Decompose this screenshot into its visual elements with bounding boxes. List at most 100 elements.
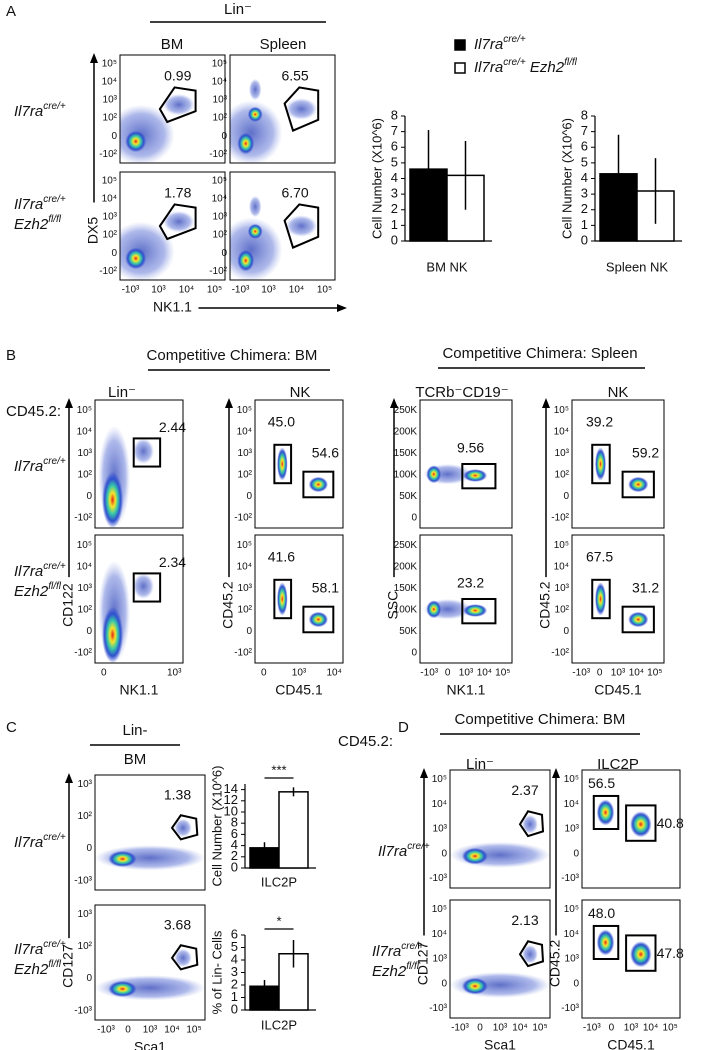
gate (518, 810, 545, 838)
density (247, 106, 263, 122)
gate-frequency: 3.68 (164, 916, 191, 932)
x-axis-label: NK1.1 (447, 682, 486, 698)
x-tick-label: 10⁴ (629, 668, 644, 679)
header: Competitive Chimera: BM (147, 347, 318, 364)
gate-frequency: 6.70 (281, 184, 308, 200)
plot-frame (229, 171, 336, 281)
y-tick-label: 10³ (213, 212, 228, 223)
column-title: Spleen (260, 36, 307, 53)
plot-frame (119, 54, 226, 164)
y-tick-label: 6 (231, 826, 238, 841)
y-tick-label: 10³ (78, 909, 93, 920)
y-tick-label: 50K (399, 626, 417, 637)
flow-plot (230, 78, 318, 163)
y-axis-label: CD122 (60, 583, 76, 627)
category-label: Spleen NK (606, 259, 668, 274)
superscript: cre/+ (43, 194, 66, 205)
superscript: cre/+ (43, 832, 66, 843)
label-part: Il7ra (14, 563, 43, 580)
y-tick-label: 10³ (433, 954, 448, 965)
y-tick-label: 14 (224, 781, 238, 796)
significance: *** (271, 762, 286, 777)
row-prefix: CD45.2: (338, 733, 393, 750)
y-tick-label: 10⁴ (212, 76, 227, 87)
y-axis-label: CD127 (415, 941, 431, 985)
bar (278, 791, 309, 869)
x-tick-label: -10³ (572, 668, 590, 679)
y-tick-label: 10² (78, 469, 93, 480)
label: Ezh2fl/fl (14, 581, 62, 600)
y-tick-label: 0 (573, 848, 579, 859)
y-tick-label: 100K (394, 469, 418, 480)
gate (592, 794, 620, 831)
panel-label: A (6, 3, 16, 20)
y-tick-label: 4 (391, 170, 398, 185)
density (174, 818, 192, 838)
y-tick-label: 10² (78, 941, 93, 952)
label-part: Ezh2 (526, 59, 565, 76)
panel-label: B (6, 347, 16, 364)
density (248, 78, 262, 101)
x-tick-label: -10³ (451, 1023, 469, 1034)
y-tick-label: 0 (111, 248, 117, 259)
x-tick-label: 10⁵ (647, 668, 662, 679)
y-axis-label: % of Lin- Cells (209, 930, 224, 1014)
y-tick-label: 5 (231, 939, 238, 954)
gate (283, 203, 320, 249)
label: Il7racre/+ (378, 841, 430, 860)
arrow-head (65, 398, 73, 408)
density (163, 93, 195, 116)
y-tick-label: 10⁴ (212, 193, 227, 204)
arrow-head (65, 773, 73, 783)
y-tick-label: 100K (394, 604, 418, 615)
density (285, 215, 318, 237)
y-tick-label: 10³ (103, 95, 118, 106)
plot-frame (581, 769, 681, 889)
gate-frequency: 67.5 (586, 549, 613, 565)
label: Il7racre/+ (474, 34, 526, 53)
x-tick-label: 10⁴ (643, 1023, 658, 1034)
x-tick-label: -10³ (97, 1025, 115, 1036)
superscript: fl/fl (564, 57, 578, 68)
plot-frame (449, 769, 551, 889)
density (463, 469, 488, 482)
y-tick-label: 200K (394, 561, 418, 572)
column-title: TCRb⁻CD19⁻ (415, 384, 508, 401)
y-tick-label: 0 (231, 859, 238, 874)
y-tick-label: 0 (441, 978, 447, 989)
gate-frequency: 41.6 (268, 549, 295, 565)
panel-label: D (398, 719, 409, 736)
superscript: cre/+ (43, 561, 66, 572)
y-tick-label: 10⁵ (237, 540, 252, 551)
density (277, 447, 288, 481)
label-part: Il7ra (372, 943, 401, 960)
arrow-head (390, 398, 398, 408)
y-tick-label: 10³ (433, 824, 448, 835)
density (102, 471, 124, 528)
y-tick-label: 1 (231, 989, 238, 1004)
label: Il7racre/+ Ezh2fl/fl (474, 57, 578, 76)
gate-frequency: 2.37 (511, 782, 538, 798)
density (596, 929, 615, 956)
y-tick-label: 0 (246, 626, 252, 637)
density (462, 847, 488, 865)
y-tick-label: 10⁵ (564, 774, 579, 785)
gate (621, 605, 655, 634)
y-tick-label: 0 (246, 491, 252, 502)
gate-frequency: 23.2 (457, 574, 484, 590)
y-axis-label: SSC (385, 591, 401, 620)
density (248, 195, 262, 218)
density (595, 582, 607, 616)
y-tick-label: 10⁵ (77, 540, 92, 551)
y-tick-label: 10² (103, 113, 118, 124)
y-tick-label: 4 (231, 837, 238, 852)
label-part: Il7ra (14, 458, 43, 475)
gate-frequency: 1.78 (164, 184, 191, 200)
plot-frame (419, 399, 513, 529)
y-axis-label: CD127 (60, 944, 76, 988)
gate (592, 924, 620, 961)
x-tick-label: 10³ (493, 1023, 508, 1034)
superscript: cre/+ (43, 101, 66, 112)
y-tick-label: 10² (238, 469, 253, 480)
